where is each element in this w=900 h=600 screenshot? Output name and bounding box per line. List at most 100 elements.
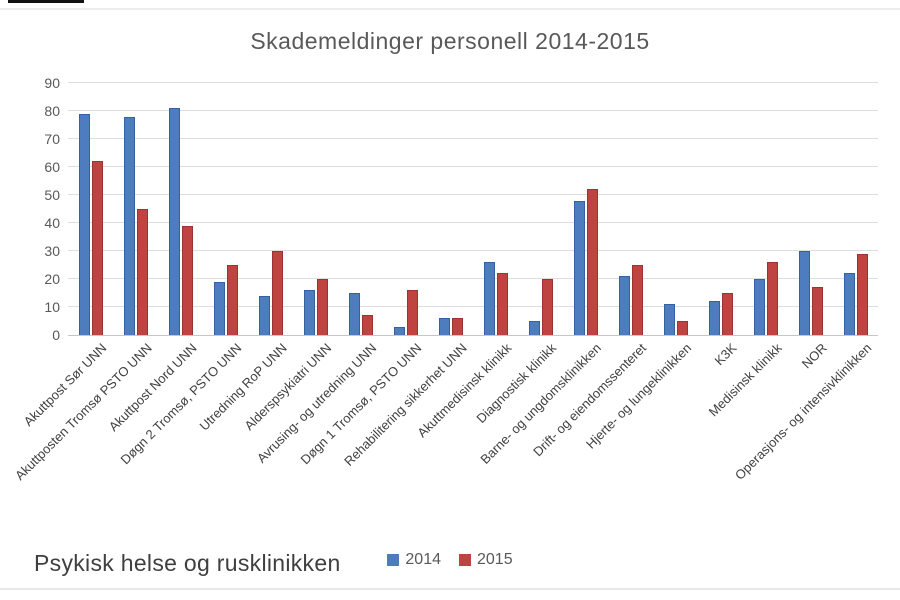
x-category-label: Døgn 2 Tromsø, PSTO UNN — [117, 340, 245, 468]
bar-groups — [68, 83, 878, 335]
legend-swatch-icon — [459, 554, 471, 566]
bar-group — [473, 83, 518, 335]
bar-2014 — [348, 293, 360, 335]
bar-group — [248, 83, 293, 335]
bar-2014 — [528, 321, 540, 335]
y-tick-label: 90 — [44, 75, 60, 91]
x-category-label: Avrusing- og utredning UNN — [253, 340, 380, 466]
bar-2015 — [586, 189, 598, 335]
x-category-label: Hjerte- og lungeklinikken — [583, 340, 695, 452]
y-tick-label: 30 — [44, 243, 60, 259]
bottom-border-line — [0, 588, 900, 590]
bar-group — [428, 83, 473, 335]
bar-group — [203, 83, 248, 335]
bar-2015 — [631, 265, 643, 335]
gridline-60 — [68, 166, 878, 167]
y-tick-label: 20 — [44, 271, 60, 287]
x-category-label: Operasjons- og intensivklinikken — [731, 340, 875, 483]
y-tick-label: 40 — [44, 215, 60, 231]
bar-2015 — [811, 287, 823, 335]
bar-2014 — [798, 251, 810, 335]
top-left-mark — [8, 0, 84, 3]
bar-2015 — [766, 262, 778, 335]
bar-group — [698, 83, 743, 335]
bar-2014 — [573, 201, 585, 335]
bar-2015 — [406, 290, 418, 335]
y-tick-label: 70 — [44, 131, 60, 147]
plot-area — [68, 82, 878, 336]
bar-group — [383, 83, 428, 335]
bar-group — [293, 83, 338, 335]
bar-group — [158, 83, 203, 335]
bar-2014 — [438, 318, 450, 335]
x-category-label: K3K — [711, 340, 740, 369]
bar-2015 — [181, 226, 193, 335]
chart-title: Skademeldinger personell 2014-2015 — [250, 28, 650, 54]
legend-label: 2014 — [405, 551, 441, 568]
bar-2014 — [258, 296, 270, 335]
bar-2015 — [856, 254, 868, 335]
x-category-label: Akuttmedisinsk klinikk — [414, 340, 515, 441]
bar-group — [518, 83, 563, 335]
x-category-label: Akuttposten Tromsø PSTO UNN — [11, 340, 155, 484]
x-category-label: NOR — [798, 340, 830, 372]
bar-2014 — [213, 282, 225, 335]
bar-group — [833, 83, 878, 335]
x-category-label: Alderspsykiatri UNN — [241, 340, 335, 434]
x-category-label: Barne- og ungdomsklinikken — [477, 340, 605, 467]
y-tick-label: 0 — [52, 327, 60, 343]
bar-group — [68, 83, 113, 335]
gridline-70 — [68, 138, 878, 139]
x-category-label: Medisinsk klinikk — [705, 340, 785, 420]
bar-2015 — [496, 273, 508, 335]
bar-2014 — [663, 304, 675, 335]
legend: 2014 2015 — [0, 551, 900, 569]
bar-2014 — [303, 290, 315, 335]
x-category-label: Døgn 1 Tromsø, PSTO UNN — [297, 340, 425, 468]
legend-swatch-icon — [387, 554, 400, 566]
bar-group — [788, 83, 833, 335]
x-category-label: Akuttpost Nord UNN — [105, 340, 200, 435]
y-axis-tick-labels: 0 10 20 30 40 50 60 70 80 90 — [0, 76, 60, 342]
bar-group — [743, 83, 788, 335]
gridline-50 — [68, 194, 878, 195]
bar-2014 — [753, 279, 765, 335]
bar-group — [563, 83, 608, 335]
bar-group — [338, 83, 383, 335]
bar-2015 — [676, 321, 688, 335]
y-tick-label: 50 — [44, 187, 60, 203]
bar-2014 — [843, 273, 855, 335]
gridline-0 — [68, 335, 878, 336]
bar-2015 — [271, 251, 283, 335]
bar-group — [608, 83, 653, 335]
bar-2014 — [708, 301, 720, 335]
bar-2015 — [316, 279, 328, 335]
legend-item-2014: 2014 — [387, 551, 441, 569]
y-tick-label: 10 — [44, 299, 60, 315]
bar-2014 — [483, 262, 495, 335]
bar-2015 — [451, 318, 463, 335]
bar-2015 — [721, 293, 733, 335]
legend-label: 2015 — [477, 551, 513, 568]
bar-2014 — [393, 327, 405, 335]
gridline-80 — [68, 110, 878, 111]
bar-2014 — [618, 276, 630, 335]
bar-2015 — [541, 279, 553, 335]
footer-label: Psykisk helse og rusklinikken — [34, 550, 341, 576]
bar-2014 — [168, 108, 180, 335]
x-category-label: Diagnostisk klinikk — [473, 340, 560, 426]
bar-2015 — [226, 265, 238, 335]
gridline-20 — [68, 278, 878, 279]
gridline-40 — [68, 222, 878, 223]
bar-2015 — [361, 315, 373, 335]
legend-item-2015: 2015 — [459, 551, 513, 569]
bar-2014 — [78, 114, 90, 335]
bar-2014 — [123, 117, 135, 335]
gridline-10 — [68, 306, 878, 307]
top-border-line — [0, 8, 900, 10]
bar-2015 — [136, 209, 148, 335]
gridline-90 — [68, 82, 878, 83]
x-category-label: Rehabilitering sikkerhet UNN — [340, 340, 470, 469]
x-category-label: Drift- og eiendomssenteret — [530, 340, 650, 460]
